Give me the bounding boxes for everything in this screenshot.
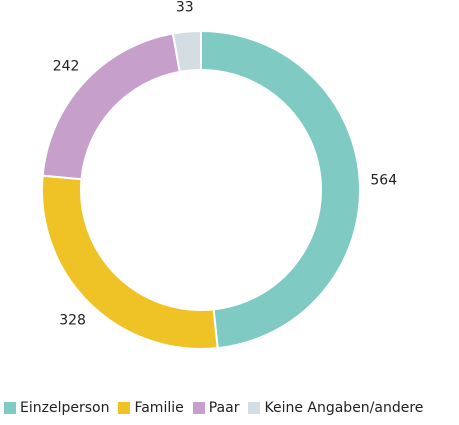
legend-swatch <box>248 402 261 414</box>
legend-swatch <box>118 402 131 414</box>
legend-item: Keine Angaben/andere <box>248 400 423 416</box>
legend-item: Familie <box>118 400 184 416</box>
legend-label: Familie <box>134 400 184 416</box>
legend-label: Keine Angaben/andere <box>264 400 424 416</box>
donut-segment <box>200 29 361 350</box>
legend-item: Paar <box>192 400 240 416</box>
data-label: 328 <box>59 312 86 328</box>
donut-segment <box>171 29 202 74</box>
data-label: 564 <box>370 172 397 188</box>
data-label: 33 <box>176 0 194 16</box>
legend-swatch <box>4 402 16 414</box>
data-label: 242 <box>53 58 80 74</box>
legend: Einzelperson Familie Paar Keine Angaben/and… <box>4 400 423 416</box>
legend-item: Einzelperson <box>4 400 109 416</box>
legend-label: Paar <box>208 400 240 416</box>
legend-label: Einzelperson <box>20 400 110 416</box>
chart: 564 328 242 33 <box>41 0 397 350</box>
donut-segment <box>41 32 181 181</box>
legend-swatch <box>192 402 205 414</box>
